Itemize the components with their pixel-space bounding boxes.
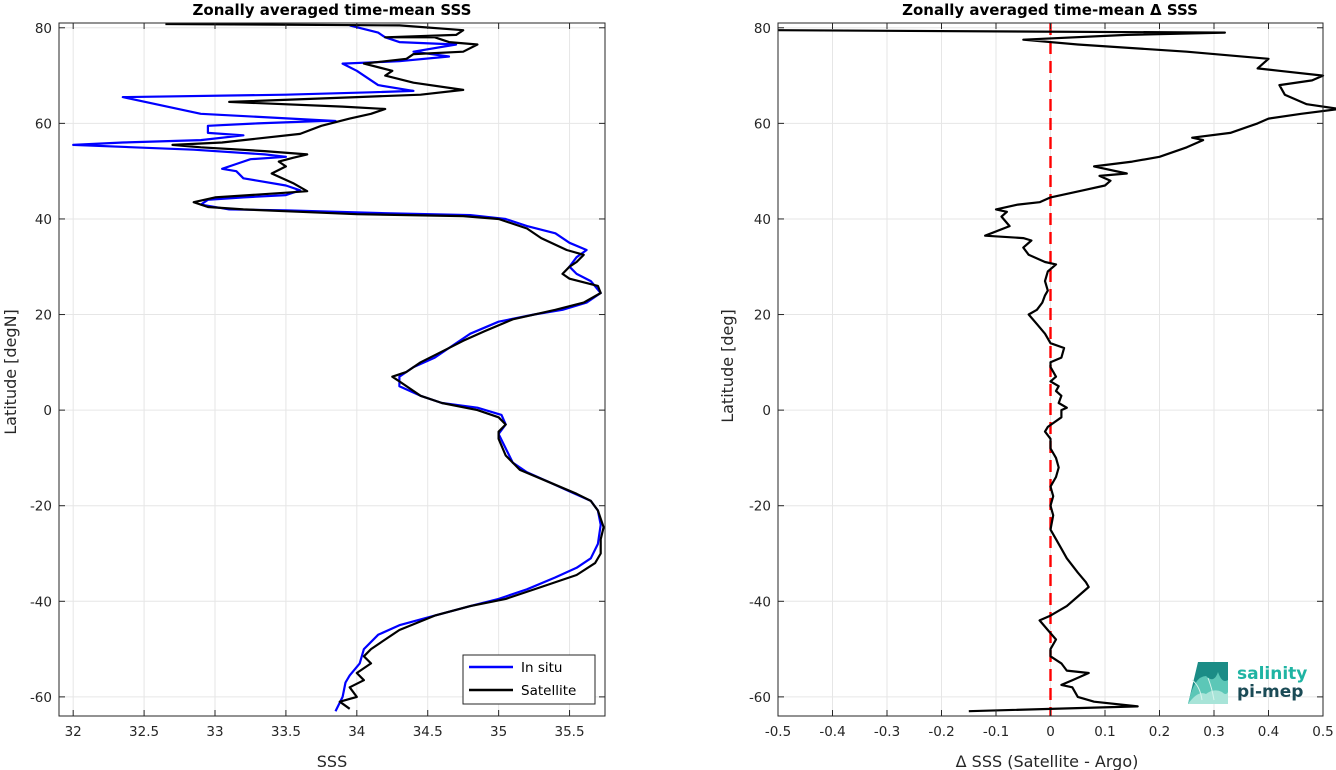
logo-text-pimep: pi-mep	[1237, 682, 1303, 702]
y-tick-label: -40	[749, 594, 771, 610]
x-tick-label: -0.3	[874, 724, 900, 740]
series-line-in-situ	[72, 24, 602, 712]
y-tick-label: 80	[754, 21, 771, 37]
y-axis-label: Latitude [degN]	[1, 309, 20, 435]
logo-text-salinity: salinity	[1237, 664, 1307, 684]
legend-label-in-situ: In situ	[521, 660, 562, 676]
x-tick-label: -0.4	[819, 724, 845, 740]
x-tick-label: 35.5	[555, 724, 585, 740]
x-tick-label: 0.5	[1312, 724, 1333, 740]
series-group	[777, 29, 1336, 713]
x-axis-label: SSS	[317, 752, 347, 770]
x-tick-label: -0.1	[983, 724, 1009, 740]
x-tick-label: 0.4	[1258, 724, 1279, 740]
y-tick-label: -40	[30, 594, 52, 610]
y-tick-label: 60	[754, 116, 771, 132]
series-line-delta-sss	[777, 29, 1336, 713]
y-tick-label: -20	[749, 499, 771, 515]
wave-logo-icon	[1188, 662, 1228, 704]
x-tick-label: -0.2	[928, 724, 954, 740]
y-tick-label: 60	[35, 116, 52, 132]
y-tick-label: 0	[762, 403, 771, 419]
panel-sss: 32 32.5 33 33.5 34 34.5 35 35.5 -60 -40 -20 0 20 40 60…	[1, 1, 606, 770]
grid	[59, 23, 605, 716]
y-tick-label: 40	[35, 212, 52, 228]
y-tick-label: -20	[30, 499, 52, 515]
x-tick-label: 0.2	[1149, 724, 1170, 740]
ticks: -0.5 -0.4 -0.3 -0.2 -0.1 0 0.1 0.2 0.3 0.4 0.5 -60 -…	[749, 21, 1334, 740]
legend-label-satellite: Satellite	[521, 683, 576, 699]
x-tick-label: 0	[1046, 724, 1055, 740]
x-tick-label: -0.5	[765, 724, 791, 740]
x-tick-label: 33	[206, 724, 223, 740]
y-tick-label: 0	[43, 403, 52, 419]
y-tick-label: -60	[30, 690, 52, 706]
ticks: 32 32.5 33 33.5 34 34.5 35 35.5 -60 -40 -20 0 20 40 60…	[30, 21, 605, 740]
y-tick-label: -60	[749, 690, 771, 706]
series-group	[72, 22, 605, 712]
legend: In situ Satellite	[462, 654, 596, 705]
x-tick-label: 0.1	[1094, 724, 1115, 740]
y-tick-label: 20	[35, 308, 52, 324]
x-tick-label: 35	[490, 724, 507, 740]
x-tick-label: 32.5	[129, 724, 159, 740]
y-axis-label: Latitude [deg]	[718, 309, 737, 423]
x-tick-label: 33.5	[271, 724, 301, 740]
panel-delta-sss: -0.5 -0.4 -0.3 -0.2 -0.1 0 0.1 0.2 0.3 0.4 0.5 -60 -…	[718, 1, 1336, 770]
x-tick-label: 34.5	[413, 724, 443, 740]
x-axis-label: Δ SSS (Satellite - Argo)	[956, 752, 1139, 770]
legend-box	[462, 654, 596, 705]
series-line-satellite	[165, 22, 605, 710]
x-tick-label: 0.3	[1203, 724, 1224, 740]
y-tick-label: 40	[754, 212, 771, 228]
axes-frame	[58, 22, 606, 717]
salinity-pimep-logo: salinity pi-mep	[1188, 662, 1307, 704]
x-tick-label: 32	[65, 724, 82, 740]
chart-title: Zonally averaged time-mean SSS	[193, 1, 472, 19]
y-tick-label: 20	[754, 308, 771, 324]
y-tick-label: 80	[35, 21, 52, 37]
x-tick-label: 34	[348, 724, 365, 740]
chart-title: Zonally averaged time-mean Δ SSS	[902, 1, 1198, 19]
